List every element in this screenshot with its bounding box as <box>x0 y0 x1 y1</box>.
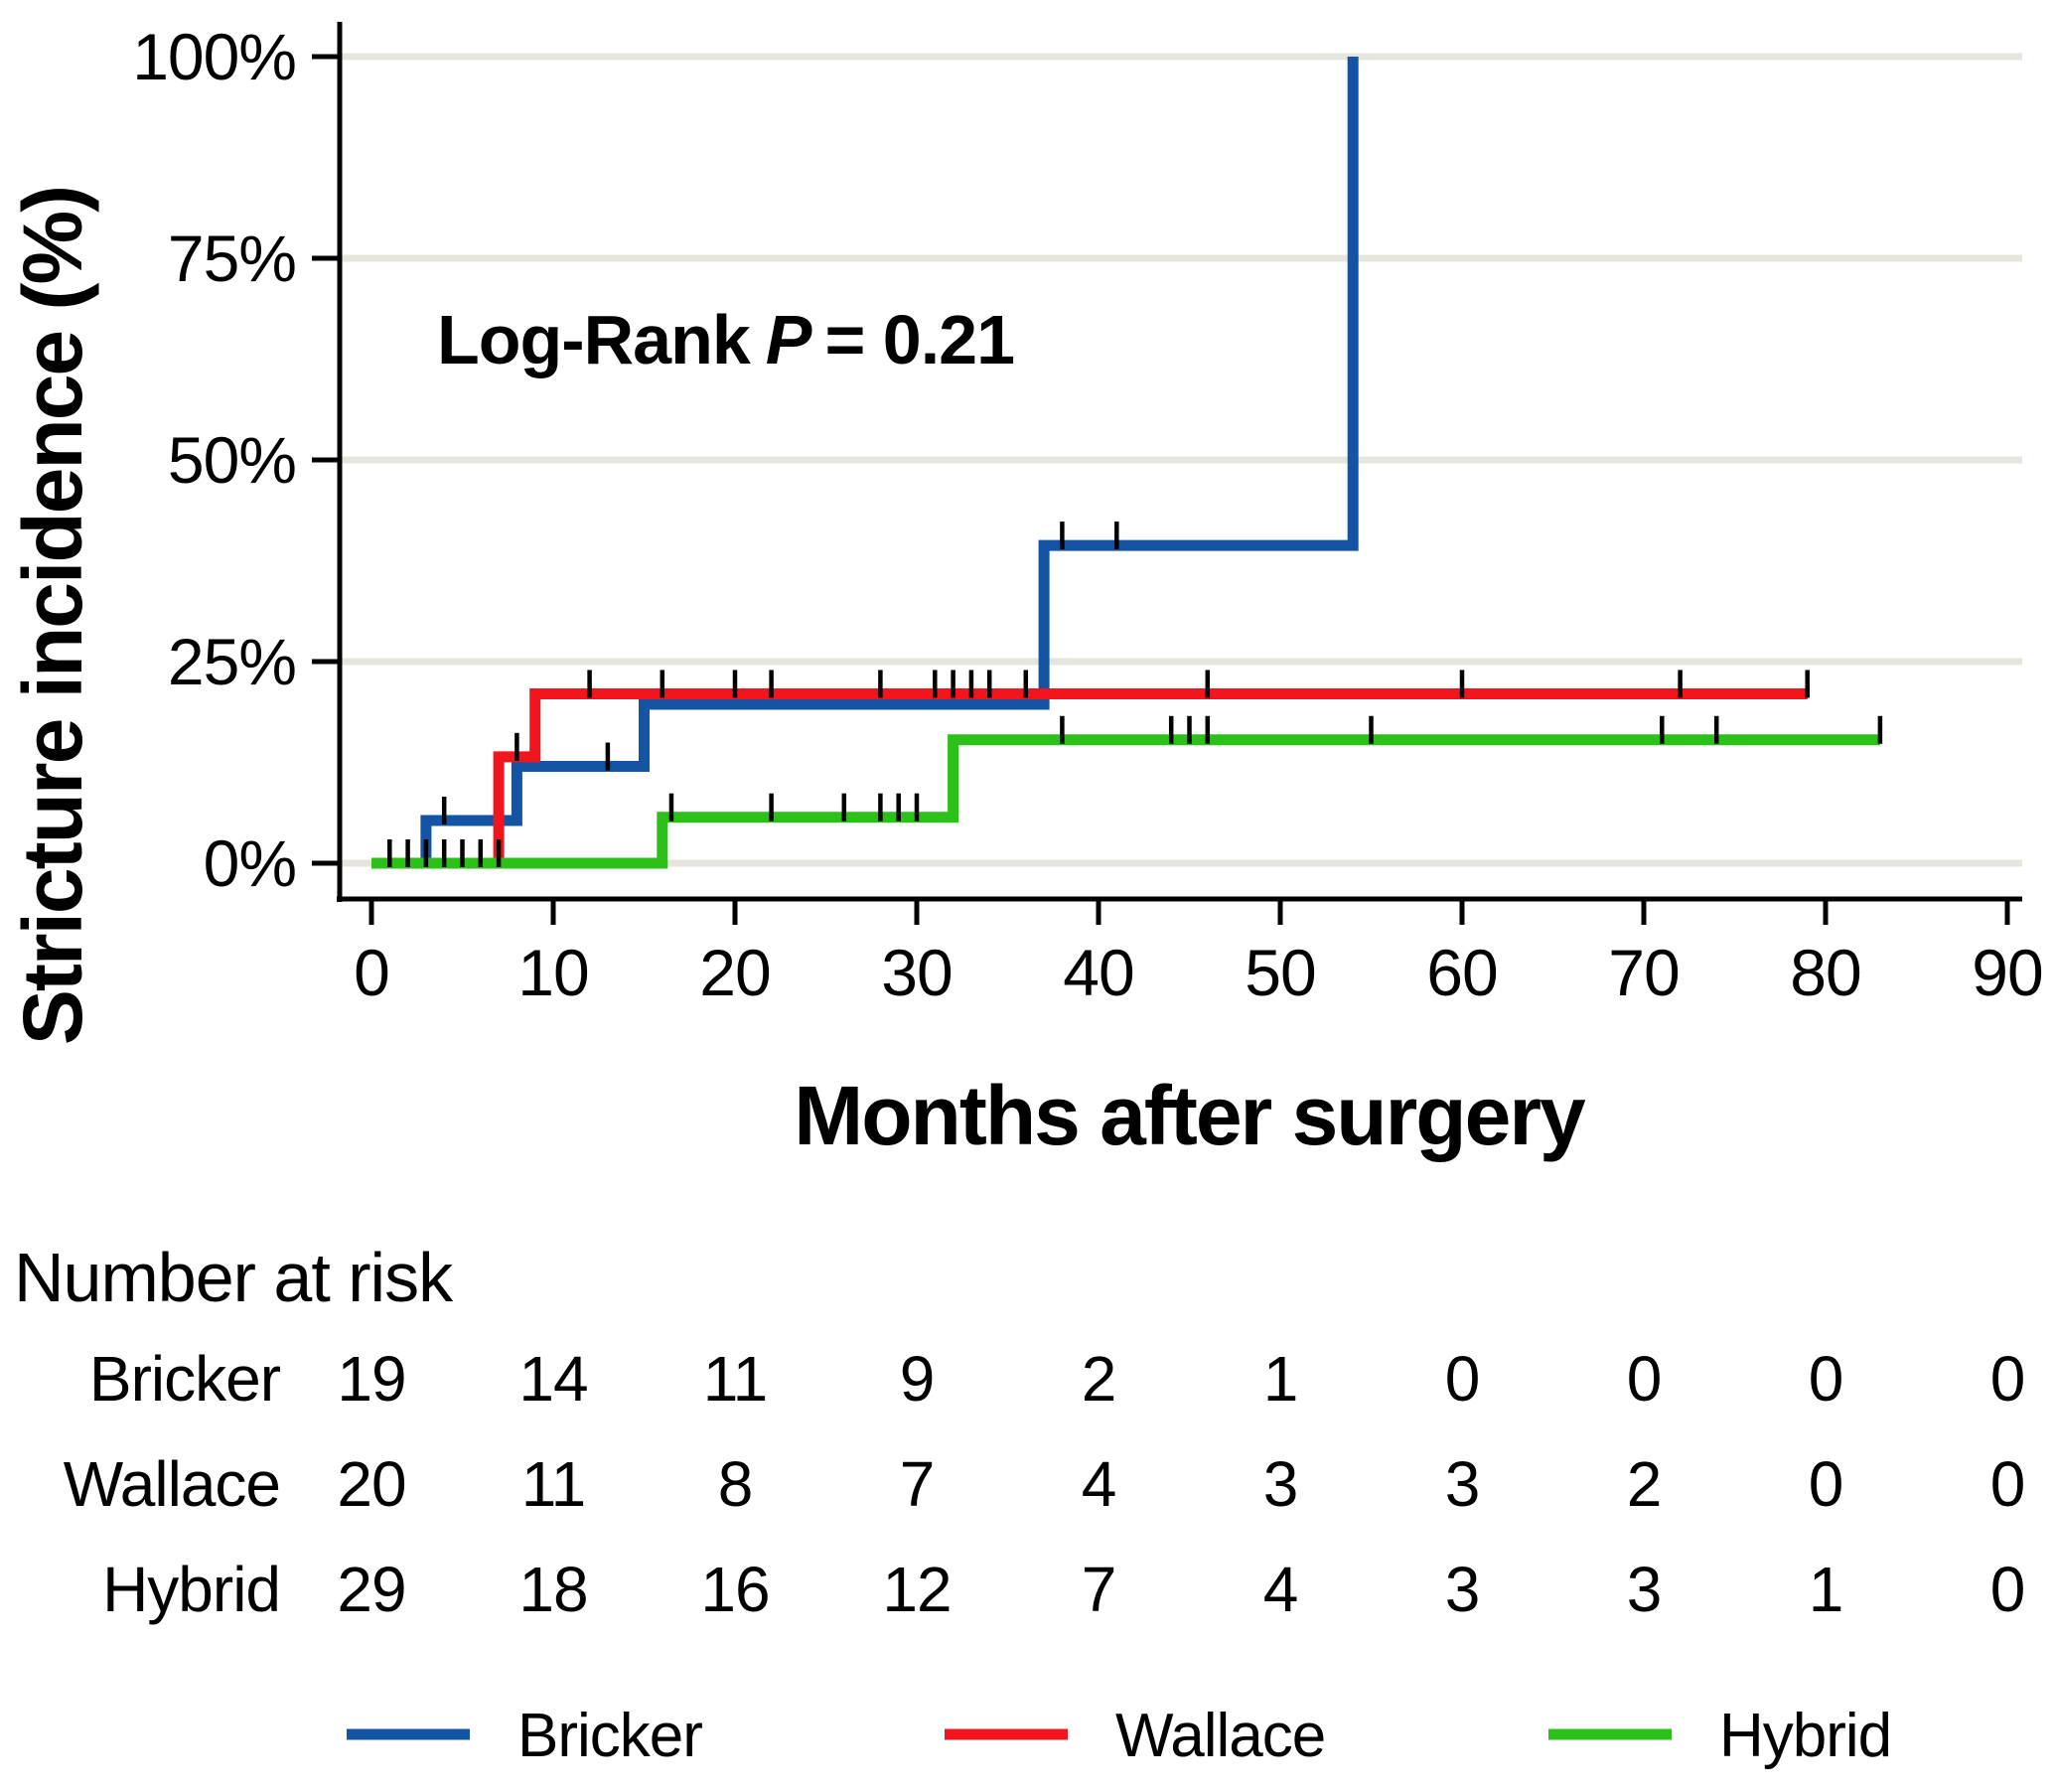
log-rank-value: = 0.21 <box>824 301 1014 378</box>
x-tick-label: 10 <box>517 936 588 1009</box>
risk-value: 11 <box>521 1448 585 1520</box>
censor-ticks-group <box>387 522 1883 867</box>
risk-value: 0 <box>1445 1343 1480 1415</box>
km-curve-wallace <box>371 687 1808 869</box>
risk-value: 3 <box>1627 1554 1662 1625</box>
gridline-group <box>340 53 2022 867</box>
legend-label-bricker: Bricker <box>517 1702 702 1770</box>
risk-value: 4 <box>1082 1448 1116 1520</box>
risk-value: 0 <box>1809 1448 1843 1520</box>
risk-value: 0 <box>1990 1448 2025 1520</box>
risk-value: 7 <box>1082 1554 1116 1625</box>
risk-value: 7 <box>900 1448 935 1520</box>
risk-value: 9 <box>900 1343 935 1415</box>
y-tick-label: 0% <box>204 826 296 900</box>
legend-label-wallace: Wallace <box>1115 1702 1325 1770</box>
risk-value: 3 <box>1445 1448 1480 1520</box>
risk-value: 0 <box>1627 1343 1662 1415</box>
risk-value: 1 <box>1809 1554 1843 1625</box>
x-tick-label: 0 <box>354 936 389 1009</box>
risk-value: 3 <box>1263 1448 1298 1520</box>
risk-value: 14 <box>518 1343 587 1415</box>
x-axis-title: Months after surgery <box>794 1069 1586 1162</box>
axes-group: 0% 25% 50% 75% 100% 0 10 20 30 40 50 60 70 80 90 <box>132 20 2044 1009</box>
log-rank-p-symbol: P <box>766 301 812 378</box>
y-axis-title: Stricture incidence (%) <box>6 187 99 1045</box>
risk-value: 8 <box>718 1448 753 1520</box>
legend-group: Bricker Wallace Hybrid <box>347 1702 1892 1770</box>
y-tick-label: 25% <box>168 625 296 698</box>
x-tick-label: 50 <box>1245 936 1315 1009</box>
risk-value: 4 <box>1263 1554 1298 1625</box>
x-tick-label: 70 <box>1608 936 1679 1009</box>
y-tick-label: 75% <box>168 222 296 295</box>
km-curve-bricker <box>371 57 1359 869</box>
x-tick-label: 20 <box>699 936 770 1009</box>
risk-value: 19 <box>337 1343 405 1415</box>
km-curve-hybrid <box>371 734 1880 869</box>
x-tick-label: 30 <box>881 936 952 1009</box>
risk-row-label-bricker: Bricker <box>89 1343 281 1415</box>
x-tick-label: 80 <box>1790 936 1860 1009</box>
risk-value: 0 <box>1990 1343 2025 1415</box>
risk-value: 1 <box>1263 1343 1298 1415</box>
risk-value: 16 <box>700 1554 769 1625</box>
log-rank-prefix: Log-Rank <box>437 301 751 378</box>
risk-value: 20 <box>337 1448 405 1520</box>
risk-value: 0 <box>1990 1554 2025 1625</box>
risk-row-label-hybrid: Hybrid <box>102 1554 280 1625</box>
risk-value: 3 <box>1445 1554 1480 1625</box>
risk-table-header: Number at risk <box>14 1239 454 1316</box>
legend-label-hybrid: Hybrid <box>1719 1702 1891 1770</box>
y-tick-label: 50% <box>168 423 296 497</box>
risk-value: 11 <box>703 1343 767 1415</box>
x-tick-label: 40 <box>1063 936 1133 1009</box>
risk-value: 2 <box>1082 1343 1116 1415</box>
risk-value: 12 <box>882 1554 951 1625</box>
risk-value: 0 <box>1809 1343 1843 1415</box>
y-tick-label: 100% <box>132 20 296 93</box>
risk-value: 29 <box>337 1554 405 1625</box>
x-tick-label: 60 <box>1426 936 1497 1009</box>
x-tick-label: 90 <box>1972 936 2042 1009</box>
risk-value: 18 <box>518 1554 587 1625</box>
risk-value: 2 <box>1627 1448 1662 1520</box>
risk-row-label-wallace: Wallace <box>64 1448 280 1520</box>
log-rank-annotation: Log-Rank P = 0.21 <box>437 301 1014 378</box>
